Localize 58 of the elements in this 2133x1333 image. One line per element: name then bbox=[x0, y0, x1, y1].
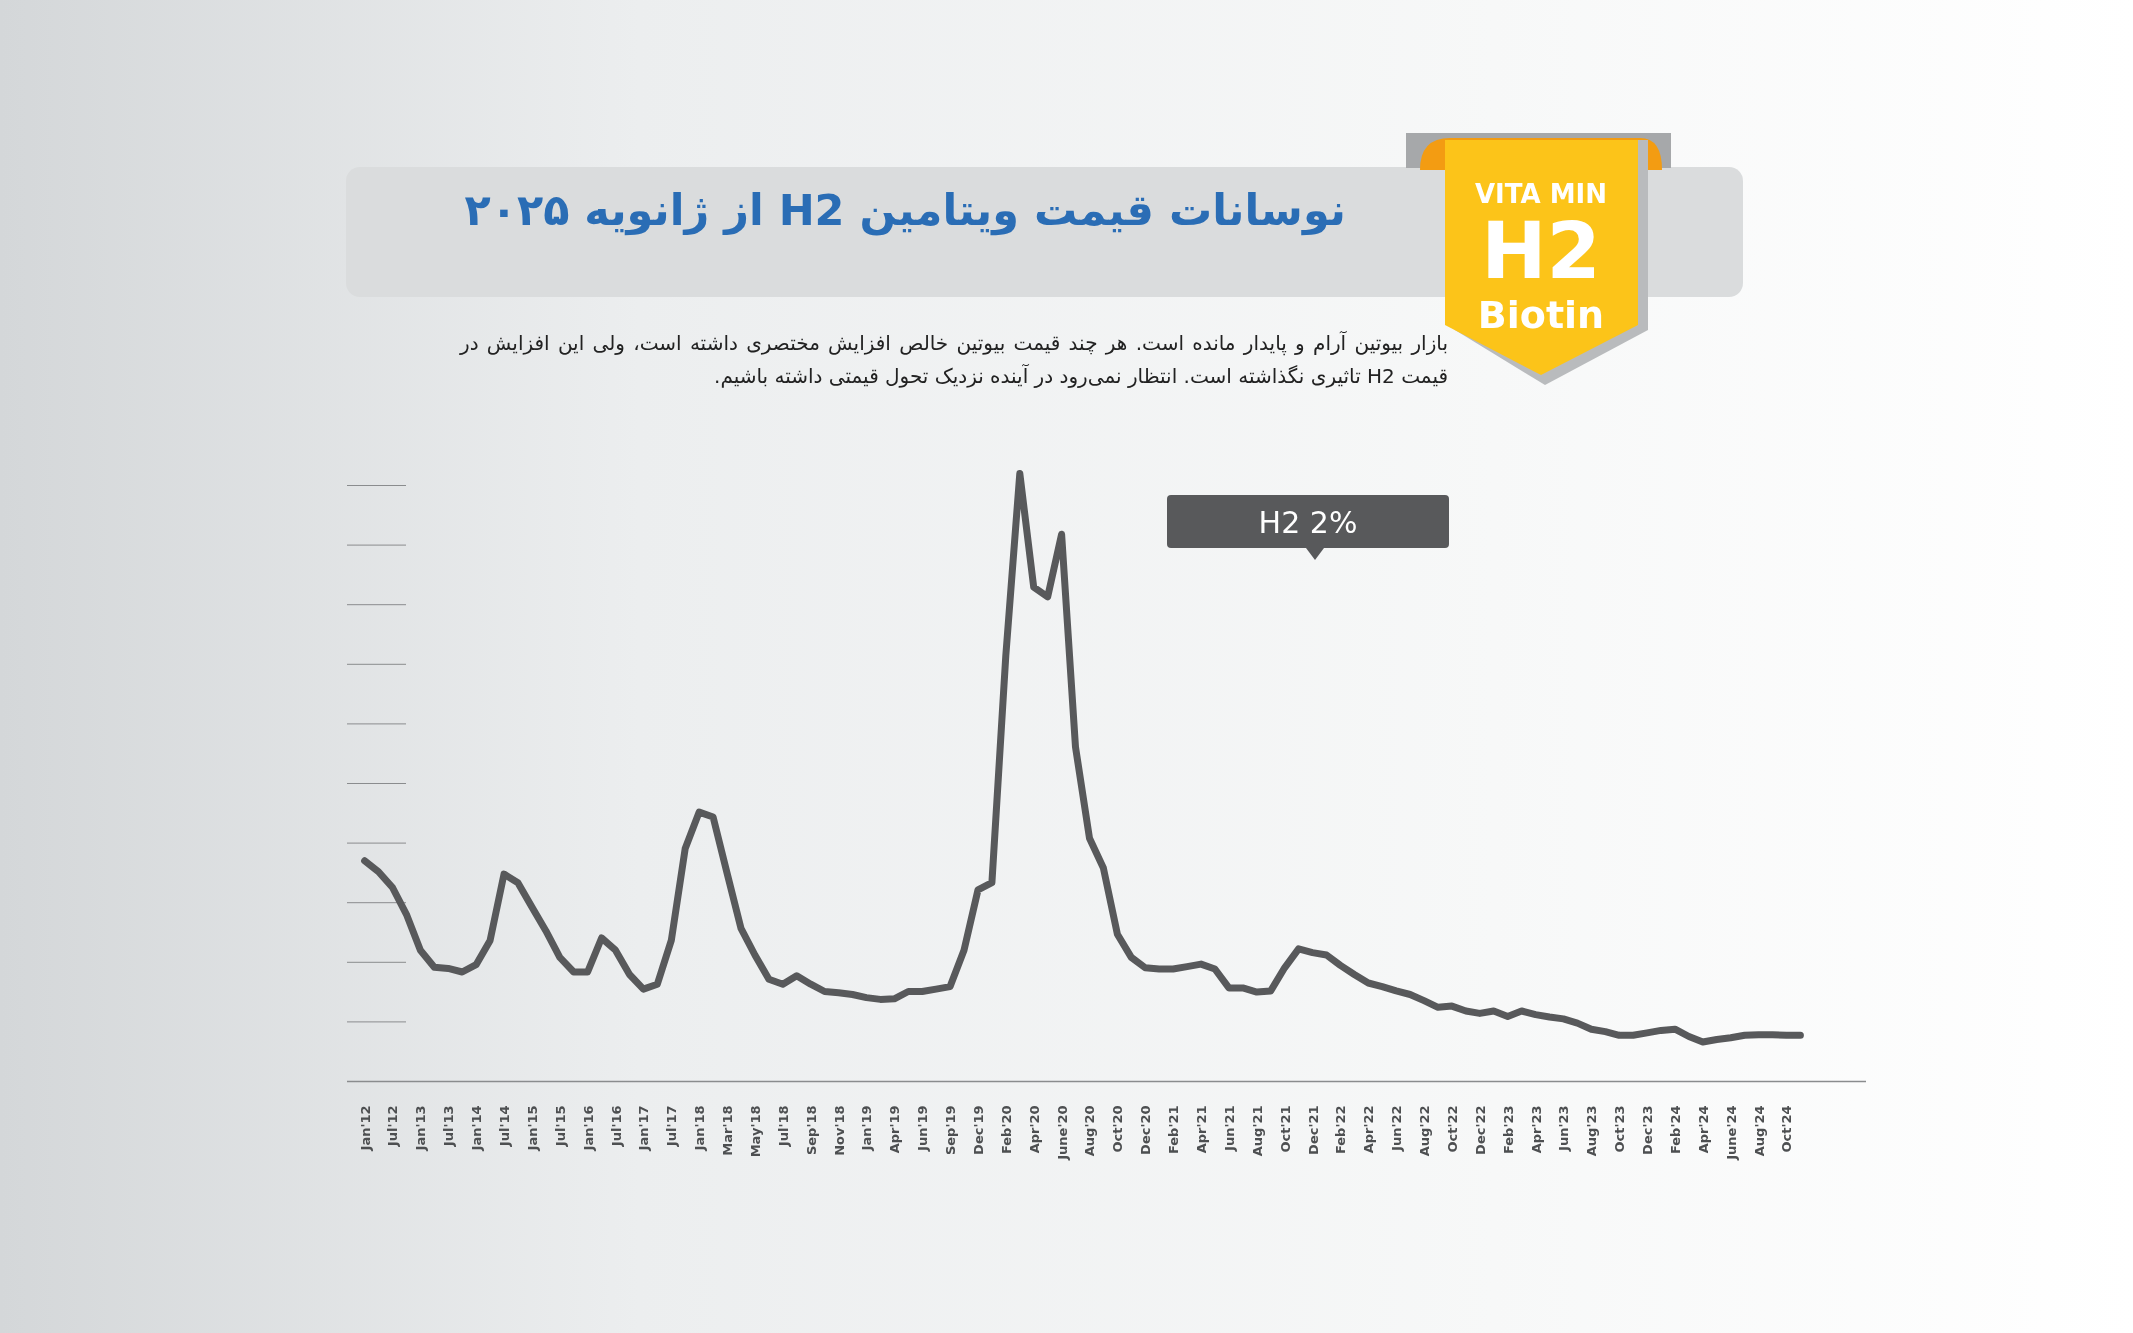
x-tick-label: Feb'22 bbox=[1333, 1105, 1349, 1155]
x-tick-label: Dec'21 bbox=[1305, 1105, 1321, 1155]
x-tick-label: Jul'16 bbox=[608, 1105, 624, 1148]
x-tick-label: Jul'13 bbox=[441, 1105, 457, 1148]
x-tick-label: Dec'23 bbox=[1640, 1105, 1656, 1155]
x-tick-label: Jul'15 bbox=[552, 1105, 568, 1148]
chart-subtitle: بازار بیوتین آرام و پایدار مانده است. هر چند قیمت بیوتین خالص افزایش مختصری داشته است، ولی این افزایش در قیمت H2 تاثیری نگذاشته است. انتظار نمی‌رود در آینده نزدیک تحول قیمتی داشته باشیم. bbox=[460, 330, 1448, 390]
text: VITA MIN bbox=[1475, 179, 1607, 209]
x-tick-label: May'18 bbox=[747, 1105, 763, 1158]
x-tick-label: Feb'23 bbox=[1500, 1105, 1516, 1155]
x-tick-label: Apr'20 bbox=[1026, 1105, 1042, 1154]
x-tick-label: Jul'17 bbox=[664, 1105, 680, 1148]
x-tick-label: Aug'21 bbox=[1249, 1105, 1265, 1157]
x-tick-label: Apr'21 bbox=[1194, 1105, 1209, 1154]
x-tick-label: Apr'23 bbox=[1528, 1105, 1544, 1154]
x-tick-label: Oct'24 bbox=[1779, 1105, 1795, 1153]
x-tick-label: Jun'22 bbox=[1389, 1105, 1405, 1152]
x-tick-label: Jan'12 bbox=[357, 1105, 373, 1152]
x-tick-label: Jan'19 bbox=[859, 1105, 875, 1152]
x-tick-label: Jul'14 bbox=[497, 1105, 512, 1148]
x-tick-label: Apr'19 bbox=[887, 1105, 903, 1154]
x-tick-label: June'24 bbox=[1723, 1105, 1739, 1161]
x-tick-label: Aug'23 bbox=[1584, 1105, 1600, 1157]
x-tick-label: Nov'18 bbox=[831, 1105, 847, 1156]
x-tick-label: Oct'22 bbox=[1444, 1105, 1460, 1153]
x-tick-label: Oct'20 bbox=[1110, 1105, 1126, 1153]
x-tick-label: Oct'23 bbox=[1612, 1105, 1628, 1153]
x-tick-label: Jun'23 bbox=[1556, 1105, 1572, 1152]
x-tick-label: Apr'24 bbox=[1695, 1105, 1711, 1154]
x-tick-label: Jul'18 bbox=[775, 1105, 791, 1148]
x-tick-label: Jan'18 bbox=[692, 1105, 708, 1152]
x-tick-label: Sep'18 bbox=[803, 1105, 819, 1156]
x-tick-label: Jan'16 bbox=[580, 1105, 596, 1152]
x-tick-label: Apr'22 bbox=[1361, 1105, 1377, 1154]
x-tick-label: Feb'24 bbox=[1667, 1105, 1683, 1155]
x-tick-label: Aug'22 bbox=[1417, 1105, 1433, 1157]
x-tick-label: Aug'24 bbox=[1751, 1105, 1767, 1157]
x-tick-label: Feb'20 bbox=[998, 1105, 1014, 1155]
x-tick-label: Jul'12 bbox=[385, 1105, 401, 1148]
x-tick-label: Dec'19 bbox=[970, 1105, 986, 1155]
x-tick-label: Oct'21 bbox=[1277, 1105, 1293, 1153]
x-tick-label: Dec'20 bbox=[1138, 1105, 1154, 1155]
x-tick-label: Sep'19 bbox=[943, 1105, 959, 1156]
text: Biotin bbox=[1477, 293, 1605, 337]
x-tick-label: Jan'15 bbox=[524, 1105, 540, 1152]
x-tick-label: Dec'22 bbox=[1472, 1105, 1488, 1155]
x-tick-label: Jan'13 bbox=[413, 1105, 429, 1152]
annotation: H2 2% bbox=[1258, 505, 1358, 540]
text: H2 bbox=[1481, 206, 1601, 296]
x-tick-label: Jun'21 bbox=[1221, 1105, 1237, 1152]
x-tick-label: Jun'19 bbox=[915, 1105, 931, 1152]
x-tick-label: June'20 bbox=[1054, 1105, 1070, 1161]
x-tick-label: Mar'18 bbox=[720, 1105, 736, 1156]
chart-title: نوسانات قیمت ویتامین H2 از ژانویه ۲۰۲۵ bbox=[463, 185, 1346, 235]
x-tick-label: Jan'17 bbox=[636, 1105, 652, 1152]
x-tick-label: Aug'20 bbox=[1082, 1105, 1098, 1157]
x-tick-label: Jan'14 bbox=[469, 1105, 485, 1152]
x-tick-label: Feb'21 bbox=[1166, 1105, 1182, 1155]
